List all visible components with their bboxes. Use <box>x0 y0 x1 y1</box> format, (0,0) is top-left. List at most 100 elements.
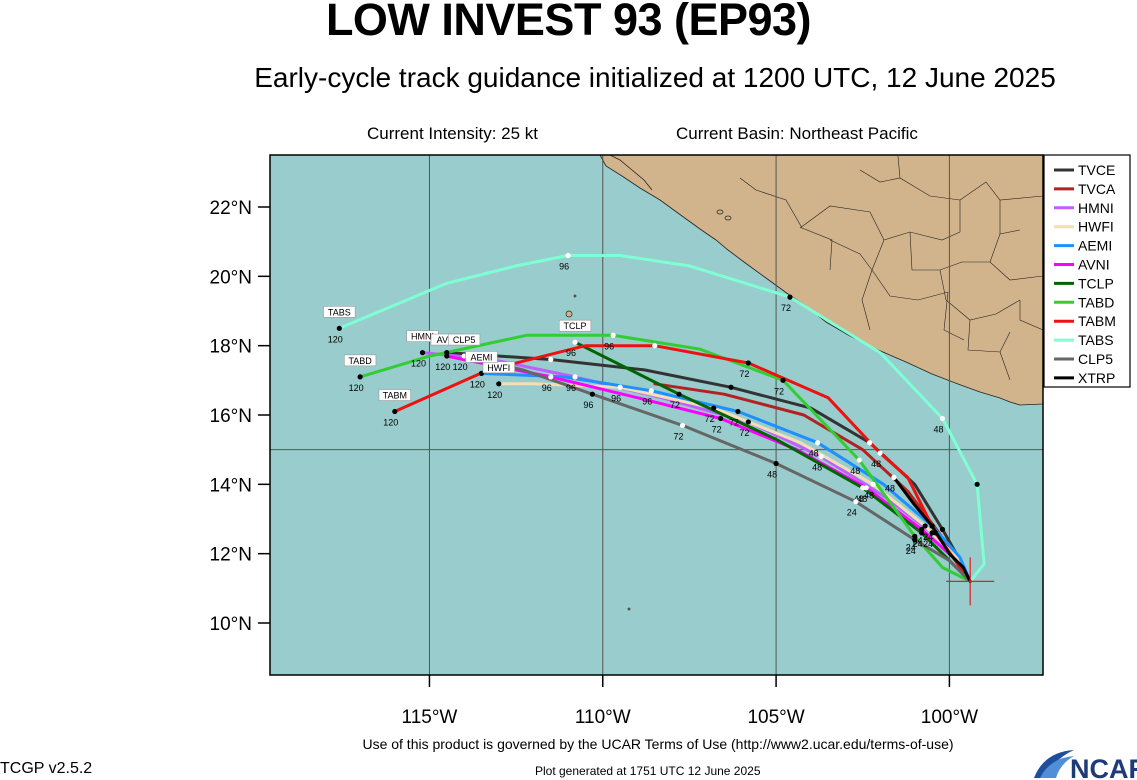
track-point-xtrp <box>891 474 897 480</box>
forecast-hour-label: 24 <box>923 532 933 542</box>
forecast-hour-label: 72 <box>670 400 680 410</box>
track-point-tvce <box>867 440 873 446</box>
end-label-box-tclp <box>558 319 592 332</box>
forecast-hour-label: 48 <box>933 424 943 434</box>
lat-tick-label: 20°N <box>210 267 252 288</box>
track-point-tabd <box>357 374 363 380</box>
forecast-hour-label: 48 <box>854 494 864 504</box>
track-point-hwfi <box>617 384 623 390</box>
track-point-tabm <box>652 343 658 349</box>
forecast-hour-label: 48 <box>850 466 860 476</box>
track-point-avni <box>444 353 450 359</box>
ncar-logo-text: NCAR <box>1070 754 1137 780</box>
forecast-hour-label: 24 <box>906 546 916 556</box>
version-label: TCGP v2.5.2 <box>0 760 93 777</box>
end-label-avni: AVNI <box>437 335 457 345</box>
end-label-box-tabd <box>344 354 377 367</box>
lat-tick-label: 18°N <box>210 337 252 358</box>
forecast-hour-label: 120 <box>435 362 450 372</box>
end-label-tabs: TABS <box>328 307 351 317</box>
lat-tick-label: 16°N <box>210 406 252 427</box>
end-label-box-tabm <box>378 389 411 401</box>
forecast-hour-label: 72 <box>712 424 722 434</box>
forecast-hour-label: 72 <box>774 386 784 396</box>
chart-subtitle: Early-cycle track guidance initialized a… <box>254 62 1056 93</box>
track-point-tabd <box>610 332 616 338</box>
end-label-box-tabs <box>323 306 356 318</box>
track-tabm <box>393 344 972 583</box>
track-point-tabm <box>932 530 939 536</box>
track-point-tclp <box>676 391 682 397</box>
baja-tip <box>609 155 653 191</box>
track-point-clp5 <box>853 499 859 505</box>
legend-label-tabs: TABS <box>1078 332 1114 348</box>
end-label-hwfi: HWFI <box>487 363 510 373</box>
end-label-box-aemi <box>465 351 498 363</box>
current-intensity-label: Current Intensity: 25 kt <box>367 124 539 143</box>
lon-tick-label: 105°W <box>747 707 804 728</box>
chart-title: LOW INVEST 93 (EP93) <box>325 0 812 45</box>
forecast-hour-label: 48 <box>857 494 867 504</box>
end-label-tabd: TABD <box>348 356 372 366</box>
islands <box>565 209 732 611</box>
forecast-hour-label: 48 <box>871 459 881 469</box>
track-point-clp5 <box>679 422 686 428</box>
ncar-logo-swoosh-light-icon <box>1040 756 1074 778</box>
lon-tick-label: 110°W <box>575 707 631 728</box>
forecast-hour-label: 24 <box>923 532 933 542</box>
track-point-xtrp <box>929 523 935 529</box>
legend: TVCE TVCA HMNI HWFI AEMI AVNI TCLP TABD TABM TABS… <box>1043 154 1131 388</box>
forecast-hour-label: 24 <box>913 539 923 549</box>
terms-of-use: Use of this product is governed by the U… <box>362 736 954 752</box>
track-point-hmni <box>818 454 824 460</box>
track-point-hwfi <box>711 405 717 411</box>
forecast-hour-label: 120 <box>349 383 364 393</box>
track-point-aemi <box>815 440 821 446</box>
legend-label-aemi: AEMI <box>1078 238 1112 254</box>
forecast-hour-label: 96 <box>611 393 621 403</box>
generated-timestamp: Plot generated at 1751 UTC 12 June 2025 <box>535 764 761 778</box>
track-point-clp5 <box>589 391 595 397</box>
track-point-tabs <box>565 252 571 259</box>
track-xtrp <box>892 475 972 583</box>
end-label-clp5: CLP5 <box>453 335 476 345</box>
track-point-tabd <box>856 457 862 463</box>
end-label-box-clp5 <box>448 333 481 346</box>
forecast-hour-label: 72 <box>729 418 739 428</box>
track-tvce <box>445 351 972 583</box>
track-point-tabm <box>745 360 751 366</box>
forecast-hour-label: 96 <box>642 397 652 407</box>
forecast-hour-label: 24 <box>923 539 933 549</box>
legend-label-hmni: HMNI <box>1078 200 1114 216</box>
forecast-hour-label: 96 <box>559 262 569 272</box>
track-point-tabm <box>877 450 883 456</box>
track-tabd <box>358 333 972 583</box>
legend-label-hwfi: HWFI <box>1078 219 1114 235</box>
legend-label-xtrp: XTRP <box>1078 370 1115 386</box>
forecast-hour-label: 48 <box>809 449 819 459</box>
forecast-hour-label: 72 <box>739 369 749 379</box>
track-point-hwfi <box>496 381 502 387</box>
track-point-tabm <box>392 408 398 415</box>
end-label-box-hwfi <box>482 361 515 374</box>
legend-label-tvca: TVCA <box>1078 181 1116 197</box>
track-point-aemi <box>648 388 654 394</box>
forecast-hour-label: 120 <box>411 359 426 369</box>
track-point-clp5 <box>912 537 918 543</box>
track-point-aemi <box>735 408 741 415</box>
forecast-hour-label: 72 <box>705 414 715 424</box>
forecast-hour-label: 120 <box>328 334 343 344</box>
end-label-aemi: AEMI <box>470 352 492 362</box>
track-lines <box>337 254 986 583</box>
track-point-hmni <box>419 350 426 356</box>
forecast-hour-label: 48 <box>864 490 874 500</box>
track-point-tvce <box>728 384 734 390</box>
track-point-tclp <box>919 530 925 536</box>
forecast-hour-label: 96 <box>542 383 552 393</box>
track-point-hwfi <box>922 523 928 529</box>
current-basin-label: Current Basin: Northeast Pacific <box>676 124 918 143</box>
track-point-tabs <box>974 481 980 487</box>
track-point-tabs <box>787 294 793 300</box>
